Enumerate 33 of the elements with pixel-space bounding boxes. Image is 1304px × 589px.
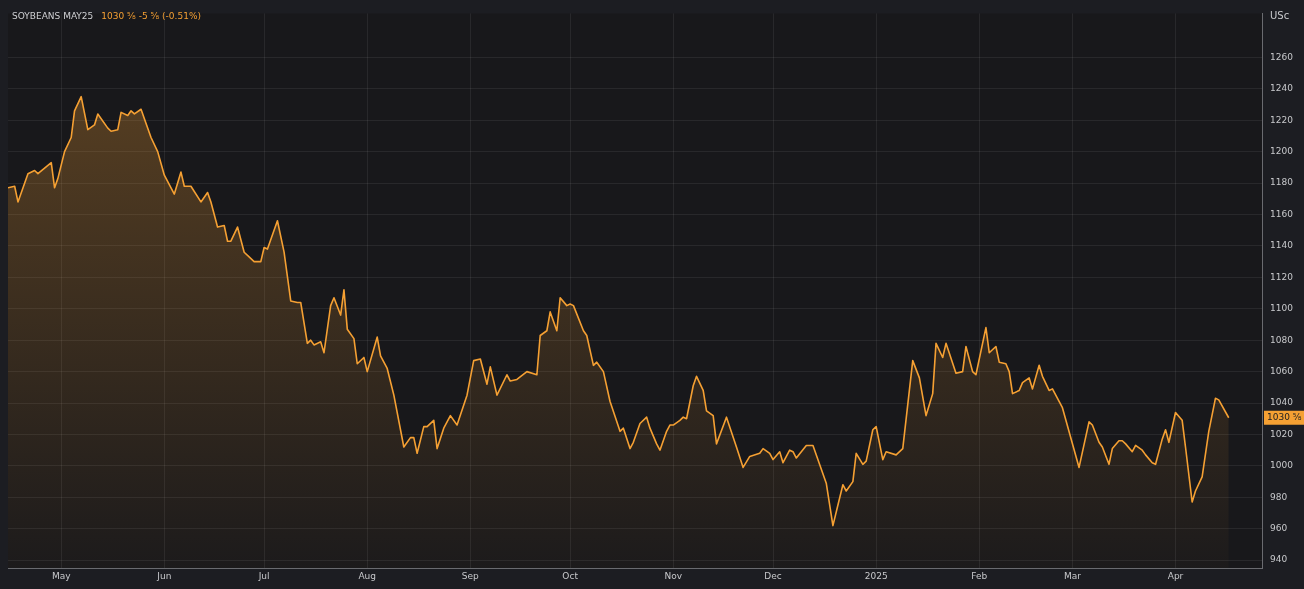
y-tick-label: 1000: [1270, 460, 1294, 471]
x-tick-label: Mar: [1063, 570, 1082, 581]
y-tick-label: 1080: [1270, 334, 1294, 345]
y-tick-label: 1140: [1270, 240, 1294, 251]
y-tick-label: 1200: [1270, 146, 1294, 156]
y-tick-label: 1260: [1270, 51, 1294, 62]
y-tick-label: 1020: [1270, 428, 1294, 439]
y-tick-label: 1040: [1270, 397, 1294, 408]
y-tick-label: 940: [1270, 554, 1288, 565]
x-tick-label: Dec: [764, 570, 782, 581]
y-tick-label: 960: [1270, 523, 1288, 534]
x-tick-label: Apr: [1167, 570, 1184, 581]
chart-title: SOYBEANS MAY25: [12, 11, 94, 21]
x-tick-label: 2025: [864, 570, 888, 581]
y-tick-label: 980: [1270, 491, 1288, 502]
x-tick-label: Jul: [257, 570, 270, 581]
y-tick-label: 1180: [1270, 177, 1294, 188]
y-axis-title: USc: [1270, 9, 1290, 21]
x-tick-label: May: [51, 570, 72, 581]
x-tick-label: Feb: [971, 570, 988, 581]
y-tick-label: 1100: [1270, 303, 1294, 314]
x-tick-label: Nov: [664, 570, 683, 581]
y-tick-label: 1220: [1270, 114, 1294, 125]
x-tick-label: Aug: [358, 570, 377, 581]
x-tick-label: Sep: [461, 570, 480, 581]
y-tick-label: 1160: [1270, 208, 1294, 219]
y-tick-label: 1060: [1270, 365, 1294, 376]
x-tick-label: Jun: [156, 570, 172, 581]
x-tick-label: Oct: [562, 570, 579, 581]
y-tick-label: 1240: [1270, 83, 1294, 94]
chart-subtitle: 1030 ⅝ -5 ⅝ (-0.51%): [101, 11, 201, 21]
annotation: 1030 ⅝: [1267, 412, 1302, 423]
y-tick-label: 1120: [1270, 271, 1294, 282]
